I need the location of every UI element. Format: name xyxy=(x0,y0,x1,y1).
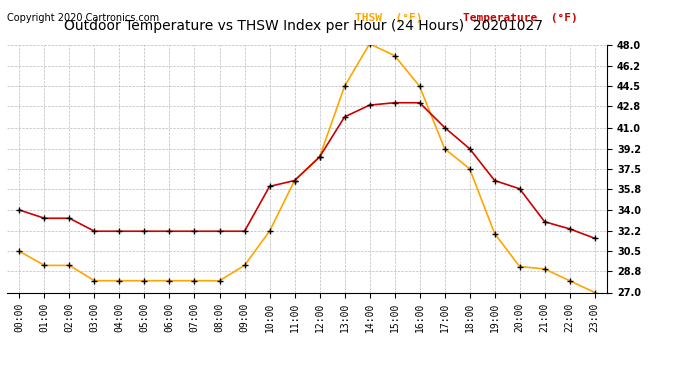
Text: Copyright 2020 Cartronics.com: Copyright 2020 Cartronics.com xyxy=(7,13,159,23)
Text: THSW  (°F): THSW (°F) xyxy=(355,13,422,23)
Text: Temperature  (°F): Temperature (°F) xyxy=(463,13,578,23)
Text: Outdoor Temperature vs THSW Index per Hour (24 Hours)  20201027: Outdoor Temperature vs THSW Index per Ho… xyxy=(64,19,543,33)
